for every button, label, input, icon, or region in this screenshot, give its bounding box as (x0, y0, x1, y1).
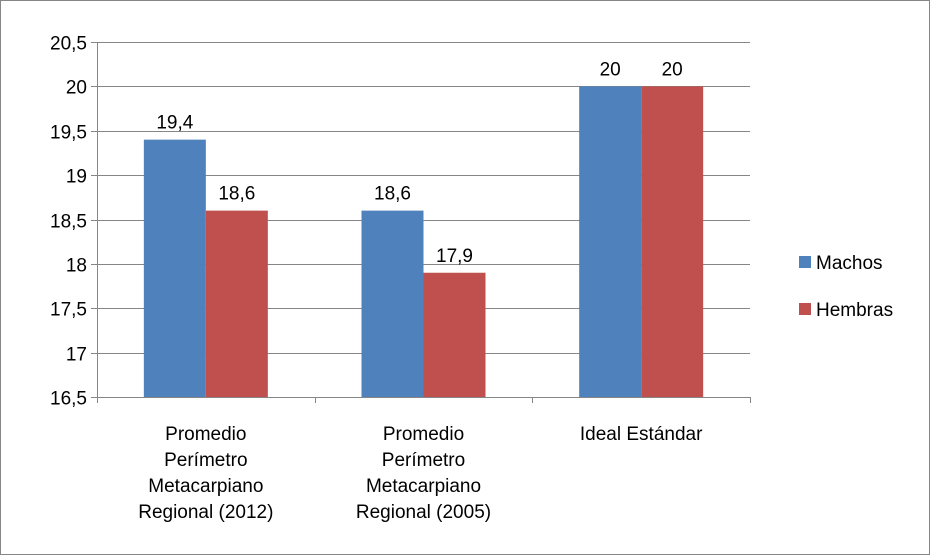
data-label: 20 (600, 59, 621, 80)
data-label: 19,4 (156, 113, 193, 134)
bar (579, 86, 642, 397)
y-tick-label: 17 (66, 345, 87, 366)
y-tick-label: 16,5 (50, 389, 87, 410)
y-tick-label: 19,5 (50, 123, 87, 144)
y-tick-label: 20,5 (50, 34, 87, 55)
y-tick-label: 17,5 (50, 300, 87, 321)
category-label-line: Regional (2005) (356, 502, 491, 523)
category-label: Promedio Perímetro Metacarpiano Regional (2… (356, 424, 491, 523)
data-label: 18,6 (218, 184, 255, 205)
y-tick-labels: 16,5 17 17,5 18 18,5 19 19,5 20 20,5 (50, 34, 87, 410)
category-label-line: Perímetro (164, 450, 247, 471)
y-tick-label: 18,5 (50, 212, 87, 233)
bar (423, 272, 486, 397)
data-label: 17,9 (436, 246, 473, 267)
y-tick-label: 19 (66, 167, 87, 188)
category-label-line: Metacarpiano (148, 476, 263, 497)
bar (143, 139, 206, 397)
bar (361, 210, 424, 397)
category-label: Promedio Perímetro Metacarpiano Regional (2… (138, 424, 273, 523)
legend-label: Machos (816, 253, 883, 274)
legend-label: Hembras (816, 300, 893, 321)
category-label-line: Regional (2012) (138, 502, 273, 523)
category-label-line: Promedio (165, 424, 246, 445)
legend-swatch (799, 303, 811, 315)
data-label: 20 (662, 59, 683, 80)
category-label-line: Ideal Estándar (580, 424, 703, 445)
axes (91, 42, 751, 403)
category-labels: Promedio Perímetro Metacarpiano Regional (2… (138, 424, 703, 523)
legend-swatch (799, 256, 811, 268)
data-label: 18,6 (374, 184, 411, 205)
category-label: Ideal Estándar (580, 424, 703, 445)
legend: Machos Hembras (799, 253, 893, 321)
y-tick-label: 18 (66, 256, 87, 277)
y-tick-label: 20 (66, 78, 87, 99)
bar (641, 86, 704, 397)
bar (205, 210, 268, 397)
data-labels: 19,4 18,6 20 18,6 17,9 20 (156, 59, 682, 266)
category-label-line: Perímetro (382, 450, 465, 471)
category-label-line: Promedio (383, 424, 464, 445)
category-label-line: Metacarpiano (366, 476, 481, 497)
bars (143, 86, 704, 397)
